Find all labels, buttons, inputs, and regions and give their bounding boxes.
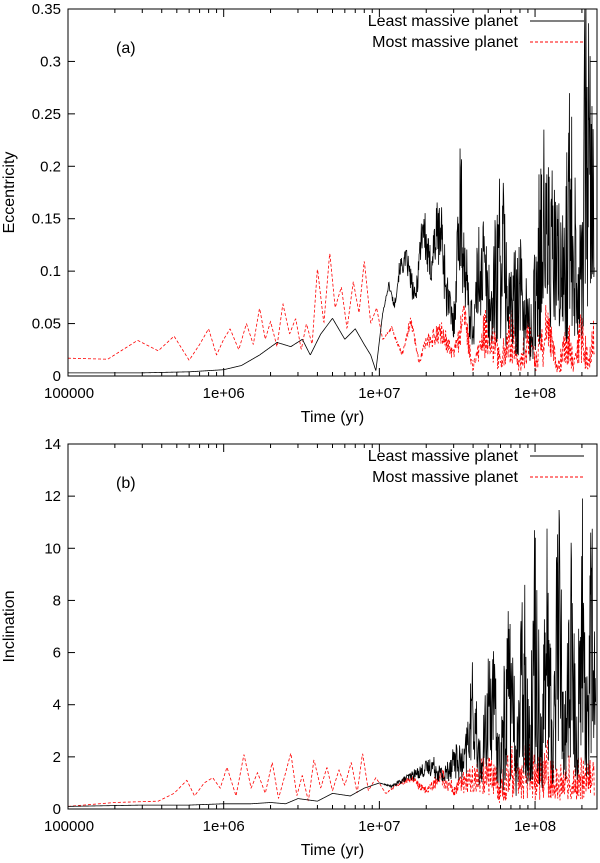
x-tick-label: 1e+07	[358, 385, 400, 402]
y-tick-label: 0.2	[40, 158, 61, 175]
y-tick-label: 2	[53, 749, 61, 766]
panel-a-eccentricity: 0 0.05 0.1 0.15 0.2 0.25 0.3 0.35 100000 1e+06 1e+…	[1, 1, 598, 426]
y-tick-label: 14	[44, 436, 61, 453]
x-tick-label: 1e+08	[514, 818, 556, 835]
x-tick-label: 1e+06	[203, 818, 245, 835]
y-axis-label: Eccentricity	[1, 152, 18, 234]
y-tick-label: 0.15	[32, 211, 61, 228]
y-tick-label: 0.1	[40, 263, 61, 280]
legend-label-most-massive: Most massive planet	[372, 469, 518, 486]
y-tick-label: 0	[53, 801, 61, 818]
panel-label: (a)	[116, 40, 136, 57]
panel-label: (b)	[116, 475, 136, 492]
x-tick-label: 100000	[44, 818, 94, 835]
x-tick-label: 1e+08	[514, 385, 556, 402]
series-line-most-massive	[67, 739, 595, 807]
series-line-least-massive	[68, 8, 595, 374]
x-tick-label: 1e+06	[203, 385, 245, 402]
y-tick-label: 0.35	[32, 1, 61, 18]
y-tick-label: 0	[53, 368, 61, 385]
x-axis-label: Time (yr)	[301, 409, 364, 426]
legend-label-least-massive: Least massive planet	[368, 13, 519, 30]
y-tick-label: 6	[53, 645, 61, 662]
legend-label-least-massive: Least massive planet	[368, 448, 519, 465]
x-tick-label: 100000	[44, 385, 94, 402]
y-tick-label: 0.3	[40, 53, 61, 70]
legend-label-most-massive: Most massive planet	[372, 34, 518, 51]
y-tick-label: 4	[53, 697, 61, 714]
y-axis-label: Inclination	[1, 590, 18, 662]
y-tick-label: 8	[53, 592, 61, 609]
series-line-most-massive	[67, 253, 595, 373]
panel-b-inclination: 0 2 4 6 8 10 12 14 100000 1e+06 1e+07 1e+08 Time (yr…	[1, 436, 598, 859]
y-tick-label: 12	[44, 488, 61, 505]
y-tick-label: 0.25	[32, 106, 61, 123]
series-line-least-massive	[68, 498, 597, 807]
y-tick-label: 10	[44, 540, 61, 557]
x-tick-label: 1e+07	[358, 818, 400, 835]
x-axis-label: Time (yr)	[301, 842, 364, 859]
y-tick-label: 0.05	[32, 316, 61, 333]
